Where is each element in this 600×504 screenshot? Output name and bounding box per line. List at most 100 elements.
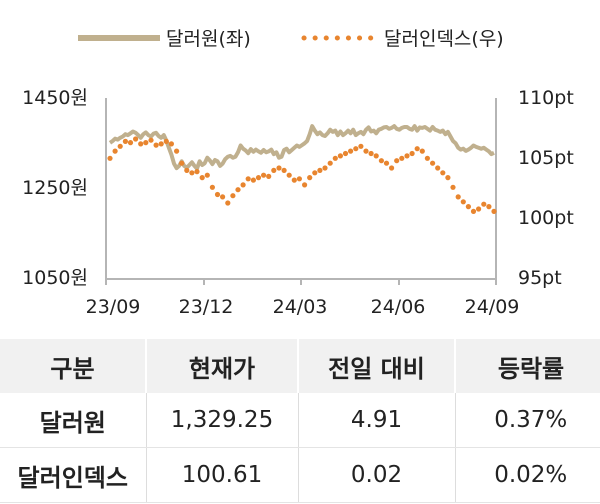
series-point-dollar-index [455,194,461,200]
series-point-dollar-index [363,148,369,154]
series-point-dollar-index [450,184,456,190]
series-point-dollar-index [291,177,297,183]
series-point-dollar-index [389,165,395,171]
x-tick-label: 24/03 [273,296,328,318]
x-ticks: 23/09 23/12 24/03 24/06 24/09 [86,279,520,318]
series-point-dollar-index [255,175,262,181]
table-header-row: 구분 현재가 전일 대비 등락률 [0,339,600,393]
series-point-dollar-index [445,175,451,181]
series-point-dollar-index [261,172,267,178]
series-point-dollar-index [276,165,282,171]
series-point-dollar-index [250,177,256,183]
series-point-dollar-index [220,194,226,200]
series-point-dollar-index [399,155,405,161]
summary-table: 구분 현재가 전일 대비 등락률 달러원 1,329.25 4.91 0.37%… [0,339,600,503]
x-tick-label: 24/09 [465,296,520,318]
series-point-dollar-index [419,148,425,154]
table-row: 달러원 1,329.25 4.91 0.37% [0,393,600,448]
series-point-dollar-index [368,150,374,157]
series-point-dollar-index [214,191,221,198]
y-left-tick: 1050원 [22,267,88,289]
series-point-dollar-index [179,160,185,166]
series-point-dollar-index [189,170,195,176]
series-point-dollar-index [235,187,241,193]
series-point-dollar-index [286,172,292,178]
row-label: 달러원 [0,393,146,448]
series-point-dollar-index [296,176,302,182]
series-point-dollar-index [476,206,482,212]
series-point-dollar-index [174,148,180,154]
series-point-dollar-index [158,141,164,147]
series-point-dollar-index [266,173,272,179]
y-left-tick: 1450원 [22,87,88,109]
series-point-dollar-index [240,182,246,188]
y-left-tick: 1250원 [22,177,88,199]
series-point-dollar-index [332,155,338,161]
series-point-dollar-index [435,165,441,171]
series-line-dollar-won [108,124,495,171]
series-layer [107,124,497,214]
series-point-dollar-index [127,140,134,146]
legend-index-label: 달러인덱스(우) [384,28,504,50]
series-point-dollar-index [348,148,354,154]
series-point-dollar-index [184,167,190,173]
series-point-dollar-index [383,160,390,166]
series-point-dollar-index [143,140,149,146]
series-point-dollar-index [281,167,287,173]
series-point-dollar-index [342,150,349,157]
series-point-dollar-index [230,193,236,199]
header-current-price: 현재가 [145,339,298,393]
series-point-dollar-index [430,160,436,166]
cell-current-price: 100.61 [145,447,298,503]
header-change-rate: 등락률 [454,339,600,393]
series-point-dollar-index [204,172,210,178]
series-point-dollar-index [394,158,400,164]
cell-daily-change: 4.91 [297,393,455,448]
series-point-dollar-index [337,153,343,159]
series-point-dollar-index [245,176,251,182]
series-point-dollar-index [424,155,430,161]
series-point-dollar-index [470,208,477,214]
header-daily-change: 전일 대비 [297,339,455,393]
row-label: 달러인덱스 [0,447,146,503]
cell-change-rate: 0.37% [454,393,600,448]
y-right-tick: 95pt [518,267,562,289]
series-point-dollar-index [322,165,328,171]
series-point-dollar-index [122,138,128,144]
series-point-dollar-index [138,141,144,147]
series-point-dollar-index [153,142,159,148]
series-point-dollar-index [317,167,323,173]
series-point-dollar-index [353,146,359,152]
table-row: 달러인덱스 100.61 0.02 0.02% [0,447,600,503]
series-point-dollar-index [117,143,123,149]
series-point-dollar-index [414,146,420,152]
series-point-dollar-index [460,199,466,205]
series-point-dollar-index [194,169,200,175]
series-point-dollar-index [107,155,113,161]
series-point-dollar-index [491,208,497,214]
series-point-dollar-index [163,138,169,144]
series-point-dollar-index [481,201,487,207]
series-point-dollar-index [312,170,318,176]
y-right-tick: 105pt [518,147,574,169]
series-point-dollar-index [199,175,205,181]
x-tick-label: 24/06 [371,296,426,318]
y-right-tick: 100pt [518,207,574,229]
series-point-dollar-index [307,175,313,181]
header-category: 구분 [0,339,146,393]
x-tick-label: 23/12 [179,296,234,318]
series-point-dollar-index [225,200,231,206]
cell-change-rate: 0.02% [454,447,600,503]
cell-daily-change: 0.02 [297,447,455,503]
series-point-dollar-index [168,141,174,147]
series-point-dollar-index [302,182,308,188]
series-point-dollar-index [112,148,118,154]
series-point-dollar-index [486,204,492,210]
series-point-dollar-index [358,143,364,149]
series-point-dollar-index [271,167,277,173]
x-tick-label: 23/09 [86,296,141,318]
cell-current-price: 1,329.25 [145,393,298,448]
series-point-dollar-index [378,158,384,164]
series-point-dollar-index [465,204,471,210]
series-point-dollar-index [133,136,139,142]
